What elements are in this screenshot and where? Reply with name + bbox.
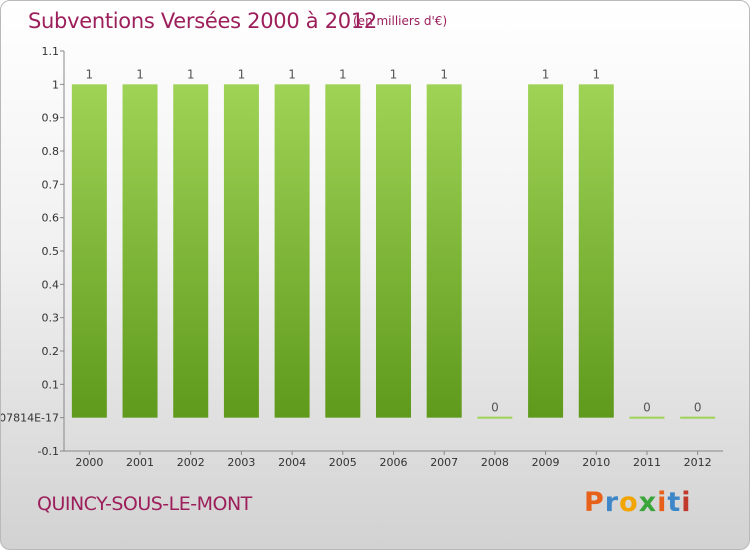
bar-2001 xyxy=(122,84,158,418)
y-tick-label: 0.1 xyxy=(42,378,60,391)
y-tick-label: -0.1 xyxy=(38,445,59,458)
data-labels: 1 1 1 1 1 1 1 1 0 1 1 0 0 xyxy=(86,67,702,414)
data-label-2005: 1 xyxy=(339,67,347,81)
y-tick-label: 0.9 xyxy=(42,112,60,125)
data-label-2000: 1 xyxy=(86,67,94,81)
bar-2012 xyxy=(680,416,716,419)
y-tick-label: 0.7 xyxy=(42,178,60,191)
x-tick-label-2003: 2003 xyxy=(227,456,255,469)
bar-2006 xyxy=(376,84,411,418)
brand-letter: P xyxy=(584,487,605,518)
bars xyxy=(71,84,716,419)
bar-2004 xyxy=(274,84,310,418)
chart-title: Subventions Versées 2000 à 2012 xyxy=(28,9,377,33)
x-tick-label-2008: 2008 xyxy=(481,456,509,469)
x-tick-label-2009: 2009 xyxy=(532,456,560,469)
x-tick-label-2007: 2007 xyxy=(430,456,458,469)
x-tick-label-2012: 2012 xyxy=(684,456,712,469)
y-axis-ticks: -0.1 1.3877787807814E-17 0.1 0.2 0.3 0.4 0.5 0.… xyxy=(1,45,59,458)
data-label-2002: 1 xyxy=(187,67,195,81)
data-label-2007: 1 xyxy=(440,67,448,81)
y-tick-label: 0.8 xyxy=(42,145,60,158)
brand-letter: x xyxy=(638,487,658,518)
axes xyxy=(60,50,723,455)
y-tick-label: 1.3877787807814E-17 xyxy=(1,412,59,425)
brand-letter: r xyxy=(604,487,620,518)
y-tick-label: 0.4 xyxy=(42,278,60,291)
x-tick-label-2001: 2001 xyxy=(126,456,154,469)
bar-2008 xyxy=(477,416,513,419)
data-label-2012: 0 xyxy=(694,401,702,415)
x-tick-label-2004: 2004 xyxy=(278,456,306,469)
chart-unit: (en milliers d'€) xyxy=(353,14,448,28)
y-tick-label: 0.3 xyxy=(42,312,60,325)
data-label-2001: 1 xyxy=(136,67,144,81)
bar-2002 xyxy=(173,84,209,418)
x-tick-label-2005: 2005 xyxy=(329,456,357,469)
bar-2007 xyxy=(426,84,462,418)
data-label-2011: 0 xyxy=(643,401,651,415)
data-label-2010: 1 xyxy=(592,67,600,81)
x-tick-label-2010: 2010 xyxy=(582,456,610,469)
bar-2011 xyxy=(629,416,665,419)
bar-2010 xyxy=(578,84,614,418)
y-tick-label: 0.6 xyxy=(42,212,60,225)
data-label-2006: 1 xyxy=(390,67,398,81)
y-tick-label: 0.2 xyxy=(42,345,60,358)
data-label-2009: 1 xyxy=(542,67,550,81)
x-tick-label-2011: 2011 xyxy=(633,456,661,469)
brand-letter: o xyxy=(619,487,639,518)
brand-letter: i xyxy=(657,487,668,518)
y-tick-label: 1 xyxy=(52,78,59,91)
commune-name: QUINCY-SOUS-LE-MONT xyxy=(37,493,252,515)
y-tick-label: 1.1 xyxy=(42,45,60,58)
data-label-2008: 0 xyxy=(491,401,499,415)
x-tick-label-2000: 2000 xyxy=(75,456,103,469)
brand-letter: t xyxy=(667,487,682,518)
x-tick-label-2002: 2002 xyxy=(177,456,205,469)
data-label-2004: 1 xyxy=(288,67,296,81)
data-label-2003: 1 xyxy=(238,67,246,81)
bar-2005 xyxy=(325,84,361,418)
brand-letter: i xyxy=(681,487,692,518)
x-tick-label-2006: 2006 xyxy=(380,456,408,469)
bar-2000 xyxy=(71,84,107,418)
bar-2003 xyxy=(223,84,259,418)
bar-2009 xyxy=(528,84,564,418)
proxiti-logo: Proxiti xyxy=(584,487,692,518)
y-tick-label: 0.5 xyxy=(42,245,60,258)
x-axis-ticks: 2000 2001 2002 2003 2004 2005 2006 2007 2008 2009… xyxy=(75,456,711,469)
